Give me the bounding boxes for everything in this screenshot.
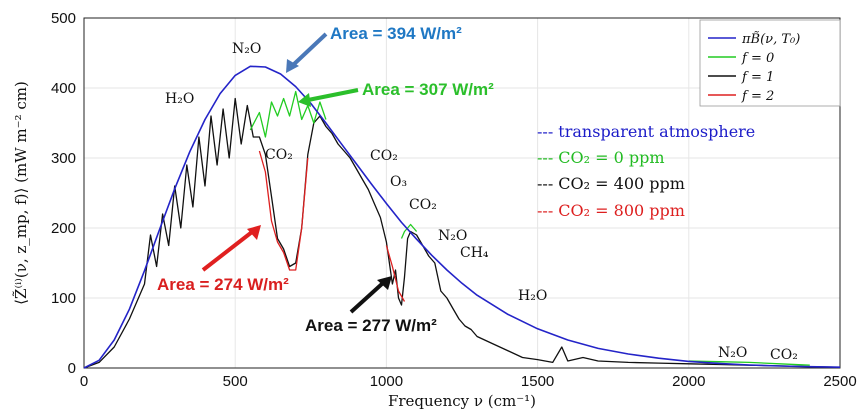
molecule-label: CO₂: [265, 147, 293, 163]
y-tick-label: 0: [68, 360, 76, 377]
x-tick-label: 2500: [823, 373, 856, 390]
series-line: [83, 65, 841, 369]
series-line: [83, 97, 841, 369]
molecule-label: O₃: [390, 174, 407, 190]
molecule-label: H₂O: [165, 91, 194, 107]
scenario-legend-item: --- CO₂ = 0 ppm: [537, 148, 665, 167]
molecule-label: N₂O: [718, 345, 747, 361]
series-line: [249, 90, 810, 366]
arrow-head-f1: [377, 276, 392, 290]
tick-labels: 0 500 1000 1500 2000 2500 0 100 200 300 400 500: [51, 10, 857, 390]
arrow-f1: [349, 281, 385, 314]
x-tick-label: 2000: [672, 373, 705, 390]
molecule-label: CO₂: [370, 148, 398, 164]
arrow-head-f0: [298, 93, 311, 107]
y-axis-label: ⟨Z̃⁽ⁱ⁾(ν, z_mp, f)⟩ (mW m⁻² cm): [12, 81, 30, 305]
arrow-head-f2: [247, 225, 261, 240]
molecule-labels: N₂O H₂O CO₂ CO₂ O₃ CO₂ N₂O CH₄ H₂O N₂O C…: [165, 41, 798, 363]
legend-label: πB̃(ν, T₀): [741, 31, 800, 47]
annotation-arrows: [201, 32, 392, 314]
molecule-label: CO₂: [770, 347, 798, 363]
x-axis-label: Frequency ν (cm⁻¹): [388, 392, 536, 410]
axes-frame: [83, 17, 841, 369]
area-label-f2: Area = 274 W/m²: [157, 275, 289, 294]
scenario-legend-item: --- CO₂ = 400 ppm: [537, 174, 685, 193]
arrow-head-transparent: [286, 59, 299, 73]
molecule-label: CO₂: [409, 197, 437, 213]
legend-label: f = 1: [741, 70, 774, 85]
x-tick-label: 500: [223, 373, 248, 390]
series-lines: [83, 65, 841, 369]
series-line: [258, 150, 406, 302]
molecule-label: CH₄: [460, 245, 489, 261]
legend-box: [699, 19, 841, 107]
x-tick-label: 1500: [521, 373, 554, 390]
legend-item: f = 2: [708, 89, 774, 104]
molecule-label: N₂O: [438, 228, 467, 244]
legend-item: f = 0: [708, 51, 774, 66]
arrow-f0: [307, 88, 359, 102]
y-tick-label: 200: [51, 220, 76, 237]
scenario-legend-item: --- CO₂ = 800 ppm: [537, 201, 685, 220]
x-tick-label: 0: [80, 373, 88, 390]
area-label-transparent: Area = 394 W/m²: [330, 24, 462, 43]
area-label-f1: Area = 277 W/m²: [305, 316, 437, 335]
scenario-legend-item: --- transparent atmosphere: [537, 122, 755, 141]
molecule-label: H₂O: [518, 288, 547, 304]
legend: πB̃(ν, T₀) f = 0 f = 1 f = 2: [699, 19, 841, 107]
area-label-f0: Area = 307 W/m²: [362, 80, 494, 99]
y-tick-label: 500: [51, 10, 76, 27]
y-tick-label: 400: [51, 80, 76, 97]
y-tick-label: 100: [51, 290, 76, 307]
arrow-f2: [201, 230, 254, 272]
legend-item: f = 1: [708, 70, 774, 85]
legend-label: f = 2: [741, 89, 774, 104]
legend-item: πB̃(ν, T₀): [708, 31, 800, 47]
arrow-transparent: [290, 32, 328, 68]
legend-label: f = 0: [741, 51, 774, 66]
x-tick-label: 1000: [370, 373, 403, 390]
scenario-legend: --- transparent atmosphere --- CO₂ = 0 p…: [537, 122, 755, 220]
y-tick-label: 300: [51, 150, 76, 167]
molecule-label: N₂O: [232, 41, 261, 57]
